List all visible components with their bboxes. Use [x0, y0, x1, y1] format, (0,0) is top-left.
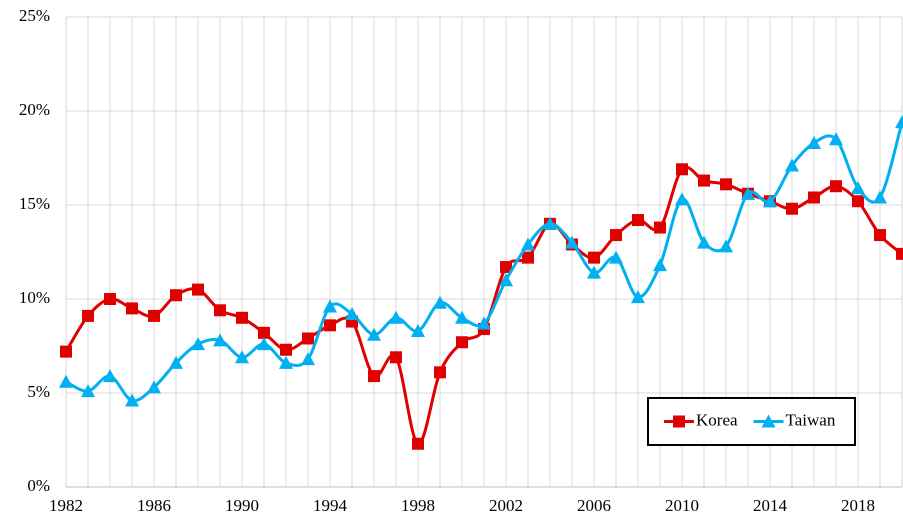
data-point [852, 195, 864, 208]
data-point [521, 237, 535, 251]
data-point [82, 309, 94, 322]
data-point [236, 311, 248, 324]
data-point [675, 192, 689, 206]
data-point [367, 327, 381, 341]
data-point [147, 380, 161, 394]
y-tick-label: 25% [19, 6, 50, 25]
data-point [895, 115, 903, 129]
y-tick-label: 10% [19, 288, 50, 307]
data-point [455, 310, 469, 324]
data-point [610, 229, 622, 242]
data-point [345, 307, 359, 321]
x-tick-label: 2010 [665, 496, 699, 515]
data-point [257, 337, 271, 351]
data-point [104, 293, 116, 305]
data-point [719, 239, 733, 253]
data-point [169, 355, 183, 369]
data-point [829, 132, 843, 146]
data-point [279, 355, 293, 369]
data-point [60, 345, 72, 358]
legend-marker [673, 415, 685, 428]
x-tick-label: 1982 [49, 496, 83, 515]
legend: Korea Taiwan [647, 397, 856, 446]
x-tick-label: 1998 [401, 496, 435, 515]
y-tick-label: 15% [19, 194, 50, 213]
data-point [456, 336, 468, 349]
y-tick-label: 20% [19, 100, 50, 119]
data-point [125, 393, 139, 407]
data-point [192, 283, 204, 296]
data-point [676, 163, 688, 176]
data-point [191, 337, 205, 351]
data-point [873, 190, 887, 204]
data-point [324, 319, 336, 332]
data-point [412, 437, 424, 450]
data-point [214, 304, 226, 317]
data-point [126, 302, 138, 315]
data-point [389, 310, 403, 324]
x-tick-label: 2018 [841, 496, 875, 515]
data-point [170, 289, 182, 302]
data-point [851, 181, 865, 195]
legend-label: Korea [696, 410, 738, 429]
data-point [103, 369, 117, 383]
data-point [654, 221, 666, 234]
x-tick-label: 1986 [137, 496, 171, 515]
data-point [565, 235, 579, 249]
data-point [434, 366, 446, 379]
data-point [874, 229, 886, 242]
data-point [587, 265, 601, 279]
data-point [830, 180, 842, 193]
data-point [543, 216, 557, 230]
y-tick-label: 5% [27, 382, 50, 401]
data-point [323, 299, 337, 313]
data-point [148, 309, 160, 322]
legend-marker [761, 414, 776, 428]
x-tick-label: 1994 [313, 496, 348, 515]
x-tick-label: 2006 [577, 496, 611, 515]
data-point [81, 384, 95, 398]
data-point [301, 352, 315, 366]
data-point [609, 250, 623, 264]
x-tick-label: 1990 [225, 496, 259, 515]
data-point [280, 343, 292, 356]
y-tick-label: 0% [27, 476, 50, 495]
data-point [697, 235, 711, 249]
data-point [720, 178, 732, 191]
data-point [235, 350, 249, 364]
data-point [632, 214, 644, 227]
data-point [522, 251, 534, 264]
data-point [896, 247, 903, 260]
data-point [741, 186, 755, 200]
data-point [499, 273, 513, 287]
data-point [808, 191, 820, 204]
data-point [785, 158, 799, 172]
x-tick-label: 2002 [489, 496, 523, 515]
data-point [653, 258, 667, 272]
data-point [433, 295, 447, 309]
data-point [500, 261, 512, 274]
data-point [631, 290, 645, 304]
data-point [411, 323, 425, 337]
data-point [588, 251, 600, 264]
data-point [59, 374, 73, 388]
data-point [302, 332, 314, 345]
data-point [213, 333, 227, 347]
legend-label: Taiwan [786, 410, 836, 429]
data-point [807, 135, 821, 149]
data-point [786, 202, 798, 215]
data-point [368, 370, 380, 383]
x-tick-label: 2014 [753, 496, 788, 515]
data-point [763, 194, 777, 208]
data-point [477, 316, 491, 330]
data-point [390, 351, 402, 364]
data-point [258, 326, 270, 339]
data-point [698, 174, 710, 187]
